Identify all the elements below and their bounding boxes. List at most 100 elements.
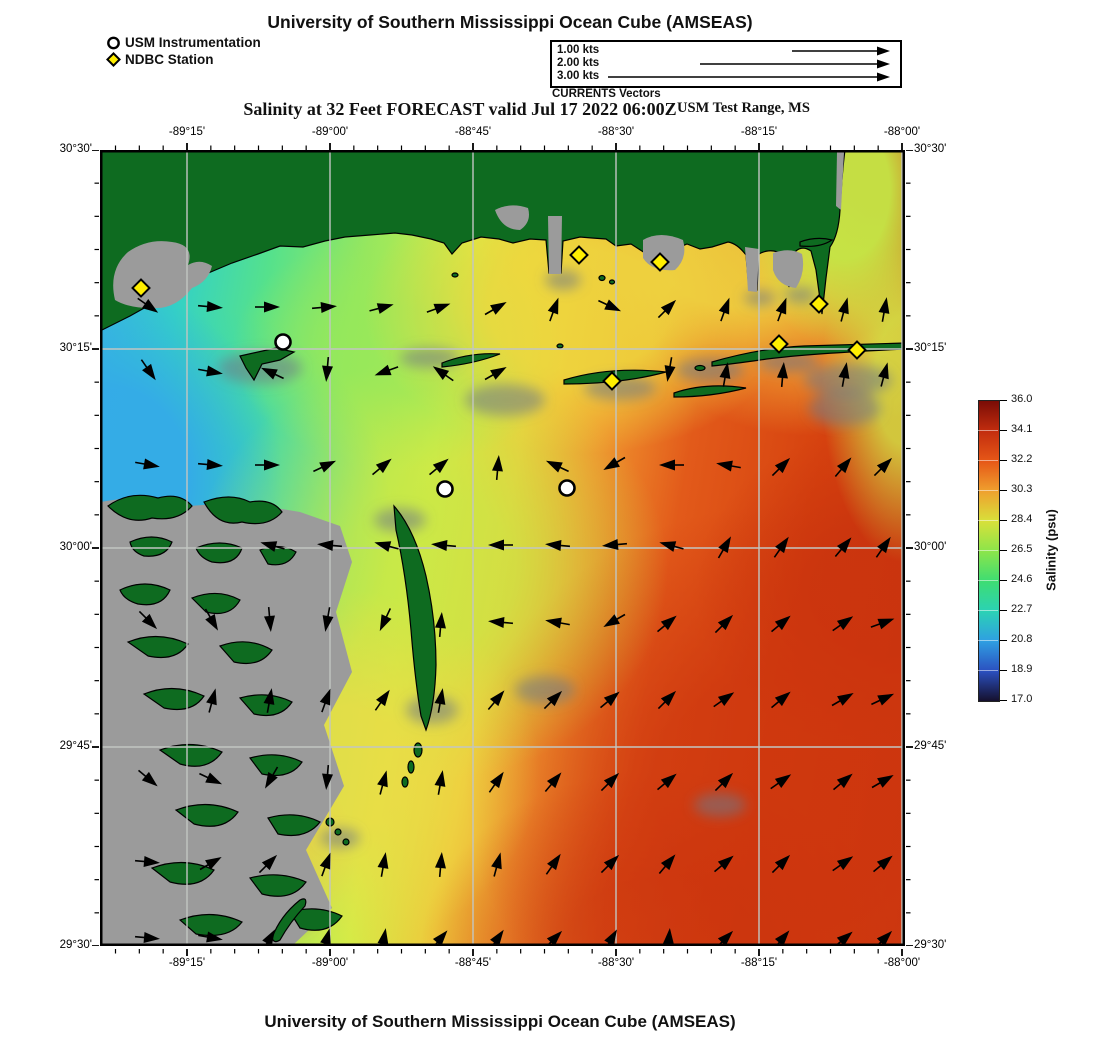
current-arrow — [263, 688, 275, 713]
colorbar-gridline — [978, 580, 998, 581]
current-arrow — [657, 690, 677, 710]
colorbar-tick-label: 32.2 — [1011, 453, 1033, 465]
current-arrow — [834, 457, 852, 478]
ndbc-station-marker — [602, 371, 622, 391]
current-arrow — [319, 852, 331, 877]
top-axis-ticks — [114, 143, 903, 150]
current-arrow — [713, 692, 735, 708]
current-arrow — [602, 538, 628, 550]
colorbar-tick — [1000, 549, 1007, 551]
bottom-axis-ticks — [114, 949, 903, 956]
colorbar-gridline — [978, 430, 998, 431]
current-arrow — [773, 536, 789, 558]
current-arrow — [374, 689, 390, 711]
current-arrow — [255, 459, 280, 471]
current-arrow — [656, 615, 677, 633]
colorbar — [978, 400, 1000, 702]
current-arrow — [430, 930, 448, 946]
legend-label-ndbc: NDBC Station — [125, 52, 214, 67]
colorbar-tick — [1000, 519, 1007, 521]
colorbar-gridline — [978, 490, 998, 491]
y-axis-label: 29°45' — [914, 740, 947, 752]
freemason-sliver — [271, 898, 307, 943]
y-axis-label: 30°30' — [914, 143, 947, 155]
current-arrow — [603, 613, 626, 627]
current-arrow — [770, 691, 791, 709]
current-arrow — [543, 930, 563, 946]
diamond-marker-icon — [106, 52, 121, 67]
current-arrow — [716, 460, 741, 472]
current-arrow — [199, 772, 223, 785]
colorbar-tick-label: 26.5 — [1011, 543, 1033, 555]
current-arrow — [832, 931, 853, 946]
map-area — [100, 150, 905, 946]
colorbar-gridline — [978, 550, 998, 551]
vector-scale-arrows — [608, 46, 890, 82]
colorbar-tick-label: 36.0 — [1011, 393, 1033, 405]
current-arrow — [659, 459, 684, 471]
colorbar-tick-label: 24.6 — [1011, 573, 1033, 585]
current-arrow — [770, 774, 792, 790]
current-arrow — [664, 357, 676, 382]
y-axis-label: 30°15' — [914, 342, 947, 354]
current-arrow — [135, 458, 160, 470]
ndbc-station-marker — [769, 334, 789, 354]
pascagoula-river-gray — [548, 216, 562, 274]
current-arrow — [717, 536, 731, 559]
usm-instrumentation-marker — [558, 479, 576, 497]
y-axis-label: 30°30' — [59, 143, 92, 155]
colorbar-tick-label: 30.3 — [1011, 483, 1033, 495]
current-arrow — [197, 458, 223, 470]
current-arrow — [322, 764, 334, 790]
ndbc-station-marker — [847, 340, 867, 360]
x-axis-label: -88°00' — [883, 126, 921, 138]
current-arrow — [198, 365, 223, 377]
colorbar-tick-label: 18.9 — [1011, 663, 1033, 675]
x-axis-label: -89°15' — [168, 126, 206, 138]
current-arrow — [377, 770, 388, 795]
y-axis-label: 30°00' — [59, 541, 92, 553]
station-legend: USM Instrumentation NDBC Station — [106, 34, 261, 68]
current-arrow — [598, 299, 622, 312]
colorbar-tick-label: 22.7 — [1011, 603, 1033, 615]
current-arrow — [137, 769, 158, 787]
colorbar-tick — [1000, 399, 1007, 401]
marsh-islands — [107, 494, 343, 937]
current-arrow — [772, 930, 790, 946]
current-arrow — [319, 688, 331, 713]
current-arrow — [776, 362, 788, 388]
current-arrow — [656, 773, 677, 791]
current-arrow — [137, 297, 159, 313]
colorbar-tick — [1000, 459, 1007, 461]
current-arrow — [771, 457, 791, 477]
ndbc-station-marker — [809, 294, 829, 314]
current-arrow — [659, 541, 684, 552]
current-arrow — [545, 617, 570, 629]
vector-scale-label: 3.00 kts — [557, 70, 600, 82]
y-axis-label: 30°15' — [59, 342, 92, 354]
colorbar-tick-label: 20.8 — [1011, 633, 1033, 645]
current-arrow — [870, 618, 895, 630]
circle-marker-icon — [106, 35, 121, 50]
current-arrow — [875, 536, 891, 558]
colorbar-gridline — [978, 640, 998, 641]
colorbar-tick-label: 34.1 — [1011, 423, 1033, 435]
x-axis-label: -88°45' — [454, 957, 492, 969]
y-axis-label: 29°30' — [59, 939, 92, 951]
petit-bois-island — [673, 385, 747, 398]
current-arrow — [260, 541, 285, 552]
ship-island — [441, 353, 501, 368]
current-arrow — [491, 455, 503, 481]
current-arrow — [379, 608, 392, 632]
usm-instrumentation-marker — [436, 480, 454, 498]
current-arrow — [369, 303, 394, 314]
x-axis-label: -89°15' — [168, 957, 206, 969]
x-axis-label: -88°45' — [454, 126, 492, 138]
current-arrow — [313, 460, 337, 473]
ndbc-station-marker — [569, 245, 589, 265]
x-axis-label: -88°00' — [883, 957, 921, 969]
current-arrow — [488, 771, 504, 793]
current-arrow — [775, 297, 787, 322]
current-arrow — [260, 367, 284, 380]
colorbar-tick — [1000, 609, 1007, 611]
